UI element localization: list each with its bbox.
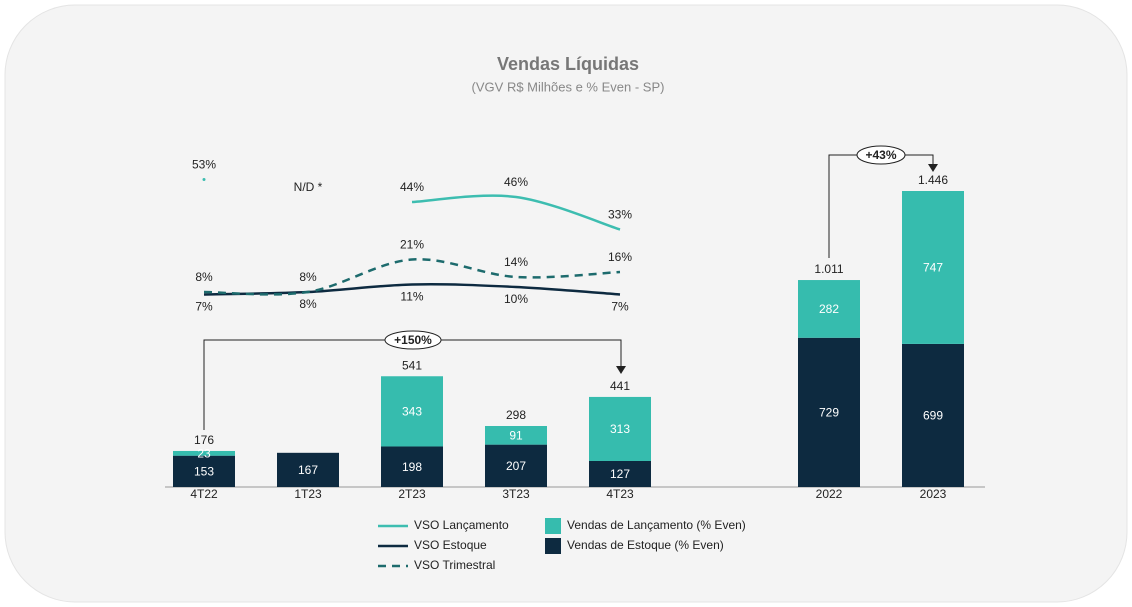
bar-value-label: 282 <box>819 302 839 316</box>
line-value-label: N/D * <box>294 180 323 194</box>
annotation: +43% <box>865 148 896 162</box>
line-point <box>202 178 206 181</box>
bar-value-label: 23 <box>197 446 211 460</box>
legend-swatch <box>545 518 561 534</box>
line-value-label: 21% <box>400 238 424 252</box>
line-value-label: 53% <box>192 158 216 172</box>
x-tick-label: 3T23 <box>502 487 530 501</box>
x-tick-label: 4T22 <box>190 487 218 501</box>
bar-value-label: 127 <box>610 467 630 481</box>
bar-segment <box>173 450 235 456</box>
bar-value-label: 313 <box>610 422 630 436</box>
total-label: 298 <box>506 408 526 422</box>
annotation-badge <box>384 330 442 350</box>
total-label: 541 <box>402 358 422 372</box>
bar-value-label: 699 <box>923 409 943 423</box>
bar-value-label: 747 <box>923 261 943 275</box>
line-value-label: 14% <box>504 255 528 269</box>
bar-segment <box>277 452 339 487</box>
line-value-label: 11% <box>400 290 423 304</box>
arrow <box>616 366 626 374</box>
total-label: 176 <box>194 433 214 447</box>
annotation: +150% <box>394 333 432 347</box>
arrow <box>928 164 938 172</box>
x-tick-label: 1T23 <box>294 487 322 501</box>
line <box>203 258 621 296</box>
bar-value-label: 207 <box>506 459 526 473</box>
legend-label: VSO Lançamento <box>414 518 509 532</box>
bar-segment <box>173 455 235 487</box>
bar-segment <box>798 280 860 338</box>
x-tick-label: 4T23 <box>606 487 634 501</box>
line <box>411 194 621 231</box>
line-value-label: 44% <box>400 180 424 194</box>
bar-segment <box>381 376 443 447</box>
legend-swatch <box>545 538 561 554</box>
line-value-label: 10% <box>504 292 528 306</box>
chart-title: Vendas Líquidas <box>497 54 639 74</box>
bar-segment <box>902 343 964 487</box>
total-label: 441 <box>610 379 630 393</box>
annotation-badge <box>856 145 906 165</box>
line-value-label: 33% <box>608 208 632 222</box>
bar-segment <box>902 191 964 344</box>
line-value-label: 46% <box>504 175 528 189</box>
line <box>203 283 621 296</box>
legend-label: Vendas de Estoque (% Even) <box>567 538 724 552</box>
line-value-label: 7% <box>195 300 213 314</box>
line-value-label: 8% <box>299 270 317 284</box>
chart-subtitle: (VGV R$ Milhões e % Even - SP) <box>472 79 665 94</box>
bar-value-label: 153 <box>194 465 214 479</box>
legend-label: VSO Estoque <box>414 538 487 552</box>
x-tick-label: 2T23 <box>398 487 426 501</box>
bar-segment <box>589 396 651 462</box>
bar-segment <box>485 425 547 445</box>
total-label: 1.446 <box>918 173 948 187</box>
bar-value-label: 343 <box>402 405 422 419</box>
line-value-label: 8% <box>299 297 317 311</box>
bar-segment <box>589 461 651 487</box>
bar-segment <box>798 337 860 487</box>
bar-segment <box>485 444 547 487</box>
legend-label: VSO Trimestral <box>414 558 495 572</box>
bar-value-label: 729 <box>819 406 839 420</box>
line-value-label: 8% <box>195 270 213 284</box>
bar-value-label: 91 <box>509 428 523 442</box>
legend-label: Vendas de Lançamento (% Even) <box>567 518 746 532</box>
bar-value-label: 198 <box>402 460 422 474</box>
bar-value-label: 167 <box>298 463 318 477</box>
x-tick-label: 2023 <box>920 487 947 501</box>
total-label: 1.011 <box>814 262 843 276</box>
line-value-label: 7% <box>611 300 629 314</box>
line-value-label: 16% <box>608 250 632 264</box>
bar-segment <box>381 446 443 487</box>
x-tick-label: 2022 <box>816 487 843 501</box>
